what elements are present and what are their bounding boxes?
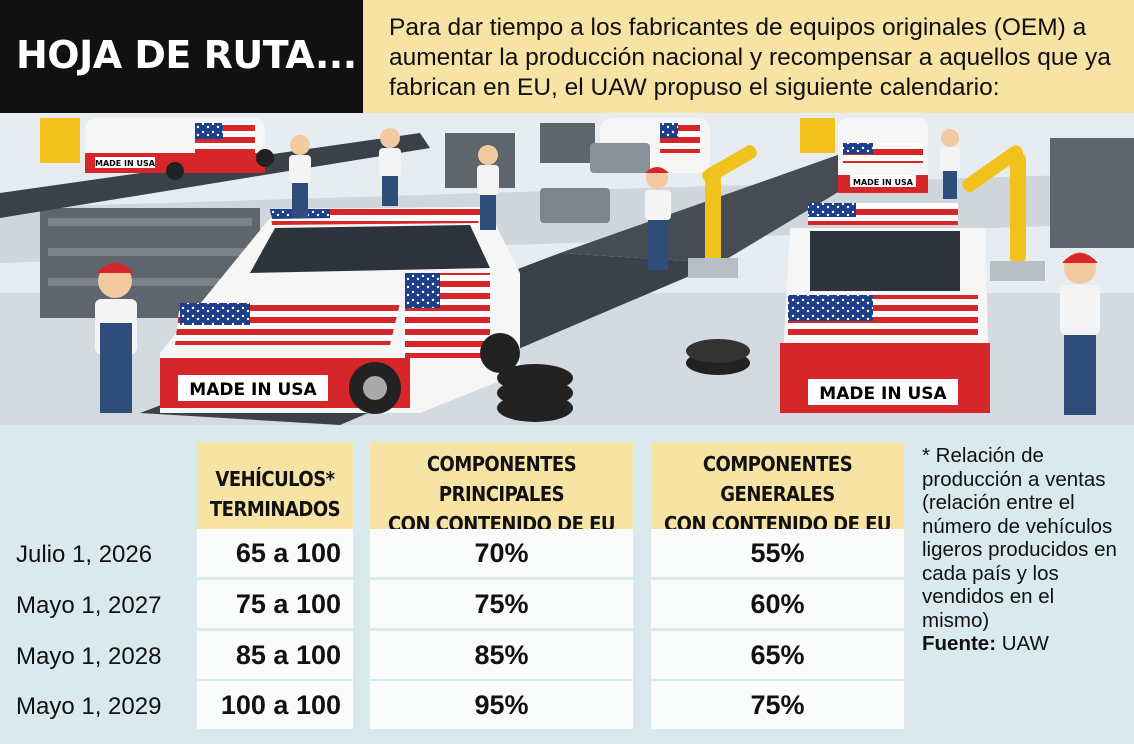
plate-text: MADE IN USA <box>853 178 914 187</box>
schedule-table: VEHÍCULOS* TERMINADOS COMPONENTES PRINCI… <box>0 425 1134 744</box>
worker-left <box>95 263 137 413</box>
engine-block <box>540 188 610 223</box>
cell-principal: 95% <box>370 681 633 729</box>
cell-principal: 70% <box>370 529 633 577</box>
row-date: Mayo 1, 2029 <box>16 693 162 720</box>
row-date: Julio 1, 2026 <box>16 541 153 568</box>
plate-text: MADE IN USA <box>189 380 317 400</box>
row-date: Mayo 1, 2027 <box>16 592 162 619</box>
cell-vehicles: 100 a 100 <box>197 681 353 729</box>
footnote: * Relación de producción a ventas (relac… <box>922 444 1127 656</box>
plate-text: MADE IN USA <box>95 159 156 168</box>
cell-general: 75% <box>651 681 904 729</box>
source-value: UAW <box>996 632 1049 655</box>
page-title: HOJA DE RUTA... <box>16 33 357 77</box>
row-date: Mayo 1, 2028 <box>16 643 162 670</box>
worker-back-left <box>289 135 311 218</box>
cell-principal: 85% <box>370 631 633 679</box>
car-back-right: MADE IN USA <box>838 118 928 193</box>
cell-principal: 75% <box>370 580 633 628</box>
worker-mid <box>645 167 671 270</box>
worker-back-3 <box>477 145 499 230</box>
plate-text: MADE IN USA <box>819 384 947 404</box>
shelf-right <box>1050 138 1134 248</box>
worker-back-2 <box>379 128 401 206</box>
cell-general: 60% <box>651 580 904 628</box>
cell-vehicles: 75 a 100 <box>197 580 353 628</box>
column-header-vehicles: VEHÍCULOS* TERMINADOS <box>197 442 353 546</box>
car-back-left: MADE IN USA <box>85 118 274 180</box>
cell-vehicles: 85 a 100 <box>197 631 353 679</box>
column-header-general-components: COMPONENTES GENERALES CON CONTENIDO DE E… <box>651 442 904 546</box>
tires <box>497 339 750 422</box>
cell-vehicles: 65 a 100 <box>197 529 353 577</box>
worker-back-4 <box>940 129 960 199</box>
cell-general: 65% <box>651 631 904 679</box>
worker-right <box>1060 252 1100 415</box>
title-block: HOJA DE RUTA... <box>0 0 363 113</box>
robot-arm-1 <box>688 145 757 278</box>
cell-general: 55% <box>651 529 904 577</box>
source-label: Fuente: <box>922 632 997 655</box>
car-front-left: MADE IN USA <box>160 207 520 414</box>
robot-arm-2 <box>962 145 1045 281</box>
intro-text: Para dar tiempo a los fabricantes de equ… <box>363 0 1134 113</box>
car-front-right: MADE IN USA <box>780 203 990 413</box>
footnote-text: * Relación de producción a ventas (relac… <box>922 444 1117 632</box>
factory-illustration: MADE IN USA MADE IN USA MADE IN USA <box>0 113 1134 425</box>
